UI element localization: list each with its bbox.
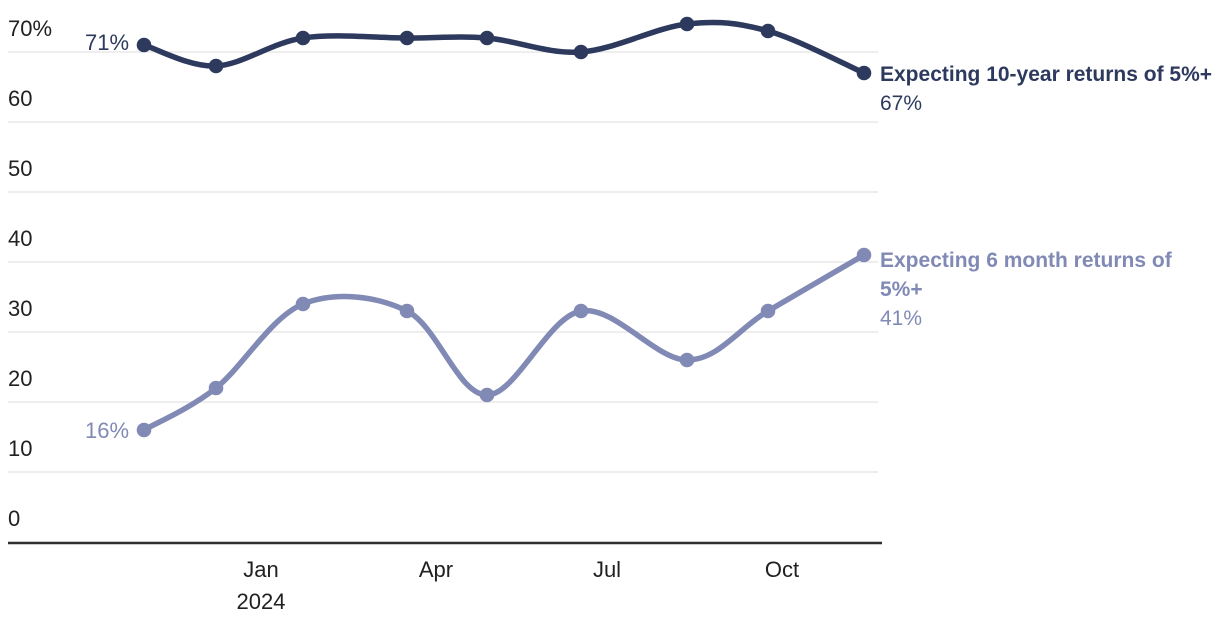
data-point-10yr	[295, 30, 311, 46]
x-axis-tick-label: Apr	[418, 557, 454, 582]
data-point-10yr	[479, 30, 495, 46]
data-point-6mo	[208, 380, 224, 396]
data-point-10yr	[760, 23, 776, 39]
data-point-10yr	[208, 58, 224, 74]
series-start-value-10yr: 71%	[85, 30, 130, 55]
x-axis-tick-label: Jan	[243, 557, 279, 582]
series-line-6mo	[141, 252, 867, 433]
y-axis-tick-label: 20	[8, 366, 33, 391]
x-axis-tick-label: Oct	[764, 557, 800, 582]
x-axis-tick-label: Jul	[592, 557, 622, 582]
data-point-6mo	[679, 352, 695, 368]
data-point-10yr	[856, 65, 872, 81]
series-label-6mo: Expecting 6 month returns of 5%+ 41%	[880, 246, 1218, 333]
series-line-10yr	[141, 19, 867, 76]
data-point-6mo	[856, 247, 872, 263]
data-point-10yr	[399, 30, 415, 46]
data-point-10yr	[573, 44, 589, 60]
data-point-6mo	[760, 303, 776, 319]
y-axis-tick-label: 30	[8, 296, 33, 321]
data-point-10yr	[679, 16, 695, 32]
y-axis-tick-label: 60	[8, 86, 33, 111]
series-label-10yr: Expecting 10-year returns of 5%+ 67%	[880, 60, 1218, 118]
data-point-10yr	[136, 37, 152, 53]
series-end-value-10yr: 67%	[880, 92, 923, 115]
data-point-6mo	[295, 296, 311, 312]
x-axis-year-label: 2024	[236, 589, 286, 614]
data-point-6mo	[479, 387, 495, 403]
series-title-10yr: Expecting 10-year returns of 5%+	[880, 63, 1213, 86]
series-end-value-6mo: 41%	[880, 307, 923, 330]
y-axis-tick-label: 70%	[8, 16, 53, 41]
data-point-6mo	[573, 303, 589, 319]
data-point-6mo	[136, 422, 152, 438]
y-axis-tick-label: 10	[8, 436, 33, 461]
series-start-value-6mo: 16%	[85, 418, 130, 443]
data-point-6mo	[399, 303, 415, 319]
y-axis-tick-label: 0	[8, 506, 21, 531]
series-title-6mo: Expecting 6 month returns of 5%+	[880, 249, 1172, 301]
y-axis-tick-label: 50	[8, 156, 33, 181]
y-axis-tick-label: 40	[8, 226, 33, 251]
